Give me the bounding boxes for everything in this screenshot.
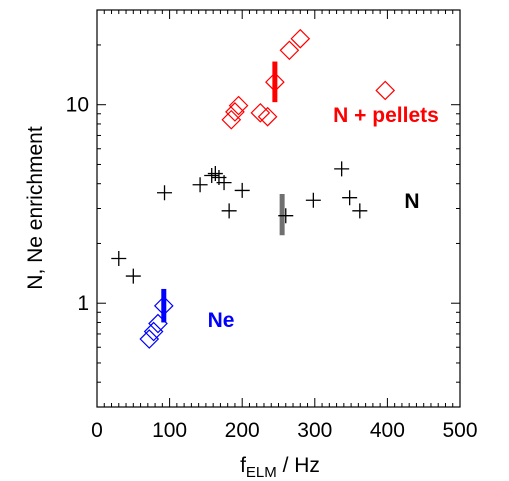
point-n	[278, 208, 294, 224]
x-axis-title: fELM / Hz	[240, 454, 320, 481]
point-ne	[139, 329, 160, 349]
point-n-pellets	[279, 40, 300, 61]
y-axis-title: N, Ne enrichment	[24, 126, 47, 290]
point-n-pellets	[290, 28, 311, 49]
point-n	[234, 182, 250, 198]
x-axis-title-base: f	[240, 454, 246, 477]
point-n	[342, 190, 358, 206]
point-n-pellets	[265, 72, 285, 92]
point-n	[125, 268, 141, 284]
tick-labels: 0 100 200 300 400 500 1 10	[66, 94, 478, 442]
point-n-pellets	[250, 102, 271, 123]
point-n	[305, 192, 321, 208]
point-n-pellets	[228, 95, 249, 116]
y-tick-label: 10	[66, 94, 89, 117]
series-label-ne: Ne	[208, 309, 235, 332]
series-label-n-pellets: N + pellets	[333, 104, 439, 127]
point-n	[352, 203, 368, 219]
x-tick-label: 200	[225, 419, 260, 442]
point-n	[111, 250, 127, 266]
point-n	[157, 185, 173, 201]
x-tick-label: 100	[152, 419, 187, 442]
x-tick-label: 400	[370, 419, 405, 442]
y-tick-label: 1	[77, 292, 89, 315]
axis-ticks	[96, 9, 461, 408]
point-n	[204, 167, 220, 183]
error-bars	[161, 61, 285, 323]
point-n-pellets	[221, 109, 242, 130]
x-tick-label: 0	[91, 419, 103, 442]
point-ne	[148, 313, 168, 334]
point-n-pellets	[257, 106, 278, 127]
x-tick-label: 300	[297, 419, 332, 442]
point-n	[334, 161, 350, 177]
point-n-pellets	[225, 102, 245, 122]
point-ne	[143, 321, 164, 342]
point-n	[207, 166, 223, 182]
point-n	[221, 203, 237, 219]
x-axis-title-sub: ELM	[246, 464, 277, 481]
point-n-pellets	[375, 80, 396, 101]
series-label-n: N	[404, 190, 419, 213]
x-tick-label: 500	[442, 419, 477, 442]
data-points	[111, 28, 396, 349]
point-n	[192, 177, 208, 193]
point-ne	[153, 295, 174, 316]
x-axis-title-rest: / Hz	[277, 454, 320, 477]
point-n	[216, 175, 232, 191]
